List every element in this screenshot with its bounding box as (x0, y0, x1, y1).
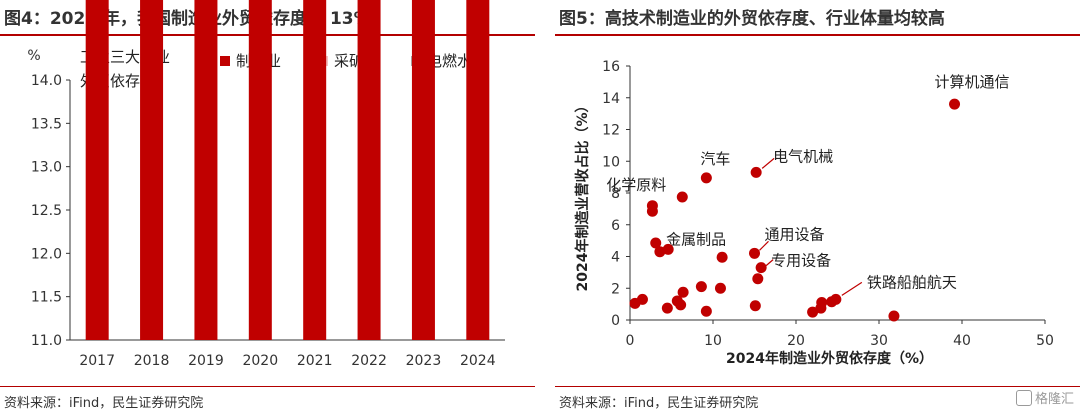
x-tick-label: 2022 (351, 353, 387, 369)
bar-chart-svg: 11.011.512.012.513.013.514.0% 工业三大行业外贸依存度… (27, 0, 505, 369)
point-label: 专用设备 (771, 252, 831, 270)
right-source-text: 资料来源：iFind，民生证券研究院 (559, 396, 759, 411)
scatter-point (749, 247, 760, 259)
right-figure-title: 图5：高技术制造业的外贸依存度、行业体量均较高 (559, 9, 945, 29)
y-tick-label: 13.5 (31, 116, 62, 132)
scatter-point (695, 281, 707, 293)
x-tick-label: 0 (626, 333, 635, 349)
scatter-point (816, 297, 828, 309)
scatter-point (716, 251, 728, 263)
point-label: 计算机通信 (935, 73, 1010, 91)
scatter-point (661, 302, 673, 314)
legend-label-3: 电燃水 (427, 52, 472, 70)
x-tick-label: 10 (704, 333, 722, 349)
right-source-divider (555, 386, 1080, 387)
bar-segment-1 (194, 0, 218, 341)
scatter-point (636, 293, 648, 305)
watermark: 格隆汇 (1015, 388, 1074, 407)
scatter-point (888, 310, 900, 322)
scatter-point (650, 237, 662, 249)
watermark-text: 格隆汇 (1034, 392, 1074, 407)
y-tick-label: 4 (611, 250, 620, 266)
x-tick-label: 2019 (188, 353, 224, 369)
point-label: 汽车 (700, 150, 730, 168)
left-source-text: 资料来源：iFind，民生证券研究院 (4, 396, 204, 411)
y-tick-label: 12.0 (31, 246, 62, 262)
bar-segment-1 (248, 0, 272, 341)
scatter-point (662, 243, 674, 255)
scatter-point (826, 296, 838, 308)
bar-segment-1 (303, 0, 327, 340)
bar-segment-1 (357, 0, 381, 341)
y-tick-label: 12.5 (31, 203, 62, 219)
y-tick-label: 14 (602, 91, 620, 107)
scatter-point (750, 166, 762, 178)
scatter-chart-svg: 0 2 4 6 8 10 12 14 16 0 10 20 30 40 50 2024年制造业外贸依存度（%）… (574, 59, 1054, 367)
x-tick-label: 30 (870, 333, 888, 349)
x-tick-label: 20 (787, 333, 805, 349)
y-tick-label: 11.0 (31, 333, 62, 349)
x-tick-label: 50 (1036, 333, 1054, 349)
y-tick-label: 12 (602, 123, 620, 139)
left-figure-panel: 图4：2024 年，我国制造业外贸依存度约 13% 11.0 11.5 12.0 12… (0, 0, 535, 413)
label-leader-line (765, 259, 774, 267)
y-tick-label: 14.0 (31, 73, 62, 89)
y-tick-label: 13.0 (31, 160, 62, 176)
legend-swatch-1 (220, 56, 230, 66)
scatter-point (949, 98, 961, 110)
y-axis-title: 2024年制造业营收占比（%） (574, 99, 591, 292)
bar-segment-1 (466, 0, 490, 340)
y-tick-label: 0 (611, 313, 620, 329)
y-tick-label: 16 (602, 59, 620, 75)
label-leader-line (759, 240, 769, 251)
point-label: 通用设备 (765, 225, 825, 243)
bar-segment-1 (140, 0, 164, 340)
x-tick-label: 40 (953, 333, 971, 349)
right-title-bar: 图5：高技术制造业的外贸依存度、行业体量均较高 (555, 0, 1080, 36)
scatter-point (675, 299, 687, 311)
x-tick-label: 2020 (242, 353, 278, 369)
scatter-point (752, 273, 764, 285)
scatter-point (676, 191, 688, 203)
point-label: 化学原料 (606, 176, 666, 194)
y-tick-label: 10 (602, 154, 620, 170)
y-tick-label: 2 (611, 281, 620, 297)
x-tick-label: 2017 (79, 353, 115, 369)
scatter-point (807, 306, 819, 318)
bar-segment-1 (85, 0, 109, 340)
y-unit-label: % (27, 48, 40, 64)
label-leader-line (761, 157, 775, 169)
point-label: 铁路船舶航天 (867, 273, 957, 291)
x-tick-label: 2024 (460, 353, 496, 369)
bar-segment-1 (411, 0, 435, 340)
y-tick-label: 6 (611, 218, 620, 234)
right-figure-panel: 图5：高技术制造业的外贸依存度、行业体量均较高 0 2 4 6 8 10 12 14 16 0 10… (555, 0, 1080, 413)
point-label: 金属制品 (666, 230, 726, 248)
y-tick-label: 11.5 (31, 290, 62, 306)
scatter-point (646, 205, 658, 217)
scatter-point (755, 262, 767, 274)
scatter-point (749, 300, 761, 312)
point-label: 电气机械 (773, 147, 833, 165)
x-tick-label: 2023 (406, 353, 442, 369)
label-leader-line (841, 281, 863, 296)
scatter-point (677, 286, 689, 298)
scatter-point (714, 282, 726, 294)
watermark-logo-icon (1015, 390, 1032, 406)
scatter-point (700, 172, 712, 184)
x-tick-label: 2018 (134, 353, 170, 369)
x-tick-label: 2021 (297, 353, 333, 369)
scatter-point (654, 246, 666, 258)
y-tick-label: 8 (611, 186, 620, 202)
left-source-divider (0, 386, 535, 387)
scatter-point (700, 305, 712, 317)
x-axis-title: 2024年制造业外贸依存度（%） (726, 350, 933, 367)
